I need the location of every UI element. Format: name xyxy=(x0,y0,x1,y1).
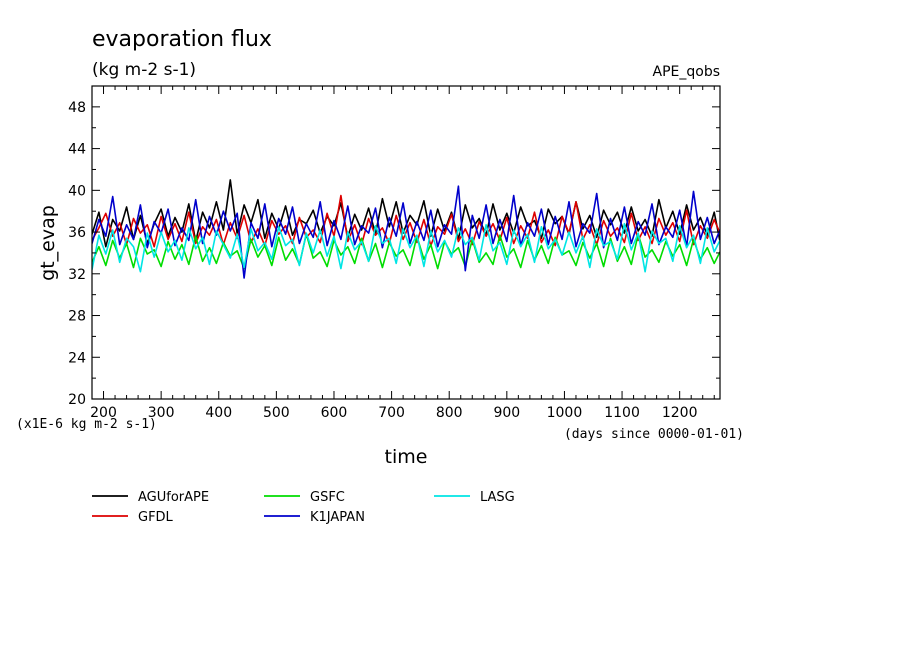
x-axis: 200 300 400 500 600 700 800 900 1000 1100 1200 xyxy=(90,86,715,421)
y-tick-label: 44 xyxy=(68,142,86,158)
y-tick-label: 48 xyxy=(68,100,86,116)
series-line-lasg xyxy=(92,222,720,273)
x-tick-label: 700 xyxy=(378,405,405,421)
experiment-label: APE_qobs xyxy=(653,64,721,80)
series-line-k1japan xyxy=(92,185,720,279)
legend-label-aguforape: AGUforAPE xyxy=(138,490,209,505)
series-layer xyxy=(92,179,720,279)
y-tick-label: 40 xyxy=(68,183,86,199)
legend-label-gsfc: GSFC xyxy=(310,490,345,505)
legend: AGUforAPE GFDL GSFC K1JAPAN LASG xyxy=(92,490,515,525)
y-tick-label: 36 xyxy=(68,225,86,241)
y-tick-label: 20 xyxy=(68,392,86,408)
legend-label-k1japan: K1JAPAN xyxy=(310,510,365,525)
x-tick-label: 1000 xyxy=(547,405,583,421)
chart-units: (kg m-2 s-1) xyxy=(92,60,196,80)
x-tick-label: 300 xyxy=(148,405,175,421)
x-tick-label: 500 xyxy=(263,405,290,421)
x-tick-label: 400 xyxy=(205,405,232,421)
y-tick-label: 24 xyxy=(68,350,86,366)
x-tick-label: 1100 xyxy=(604,405,640,421)
y-tick-label: 32 xyxy=(68,267,86,283)
legend-label-lasg: LASG xyxy=(480,490,515,505)
legend-label-gfdl: GFDL xyxy=(138,510,174,525)
x-axis-label: time xyxy=(385,446,428,468)
x-reference-note: (days since 0000-01-01) xyxy=(564,427,744,442)
y-tick-label: 28 xyxy=(68,309,86,325)
y-axis: 20 24 28 32 36 40 44 48 xyxy=(68,85,720,408)
x-tick-label: 600 xyxy=(321,405,348,421)
y-multiplier-note: (x1E-6 kg m-2 s-1) xyxy=(16,417,157,432)
x-tick-label: 900 xyxy=(493,405,520,421)
plot-frame xyxy=(91,85,721,400)
x-tick-label: 800 xyxy=(436,405,463,421)
x-tick-label: 200 xyxy=(90,405,117,421)
y-axis-label: gt_evap xyxy=(37,205,59,281)
x-tick-label: 1200 xyxy=(662,405,698,421)
chart-title: evaporation flux xyxy=(92,27,272,52)
